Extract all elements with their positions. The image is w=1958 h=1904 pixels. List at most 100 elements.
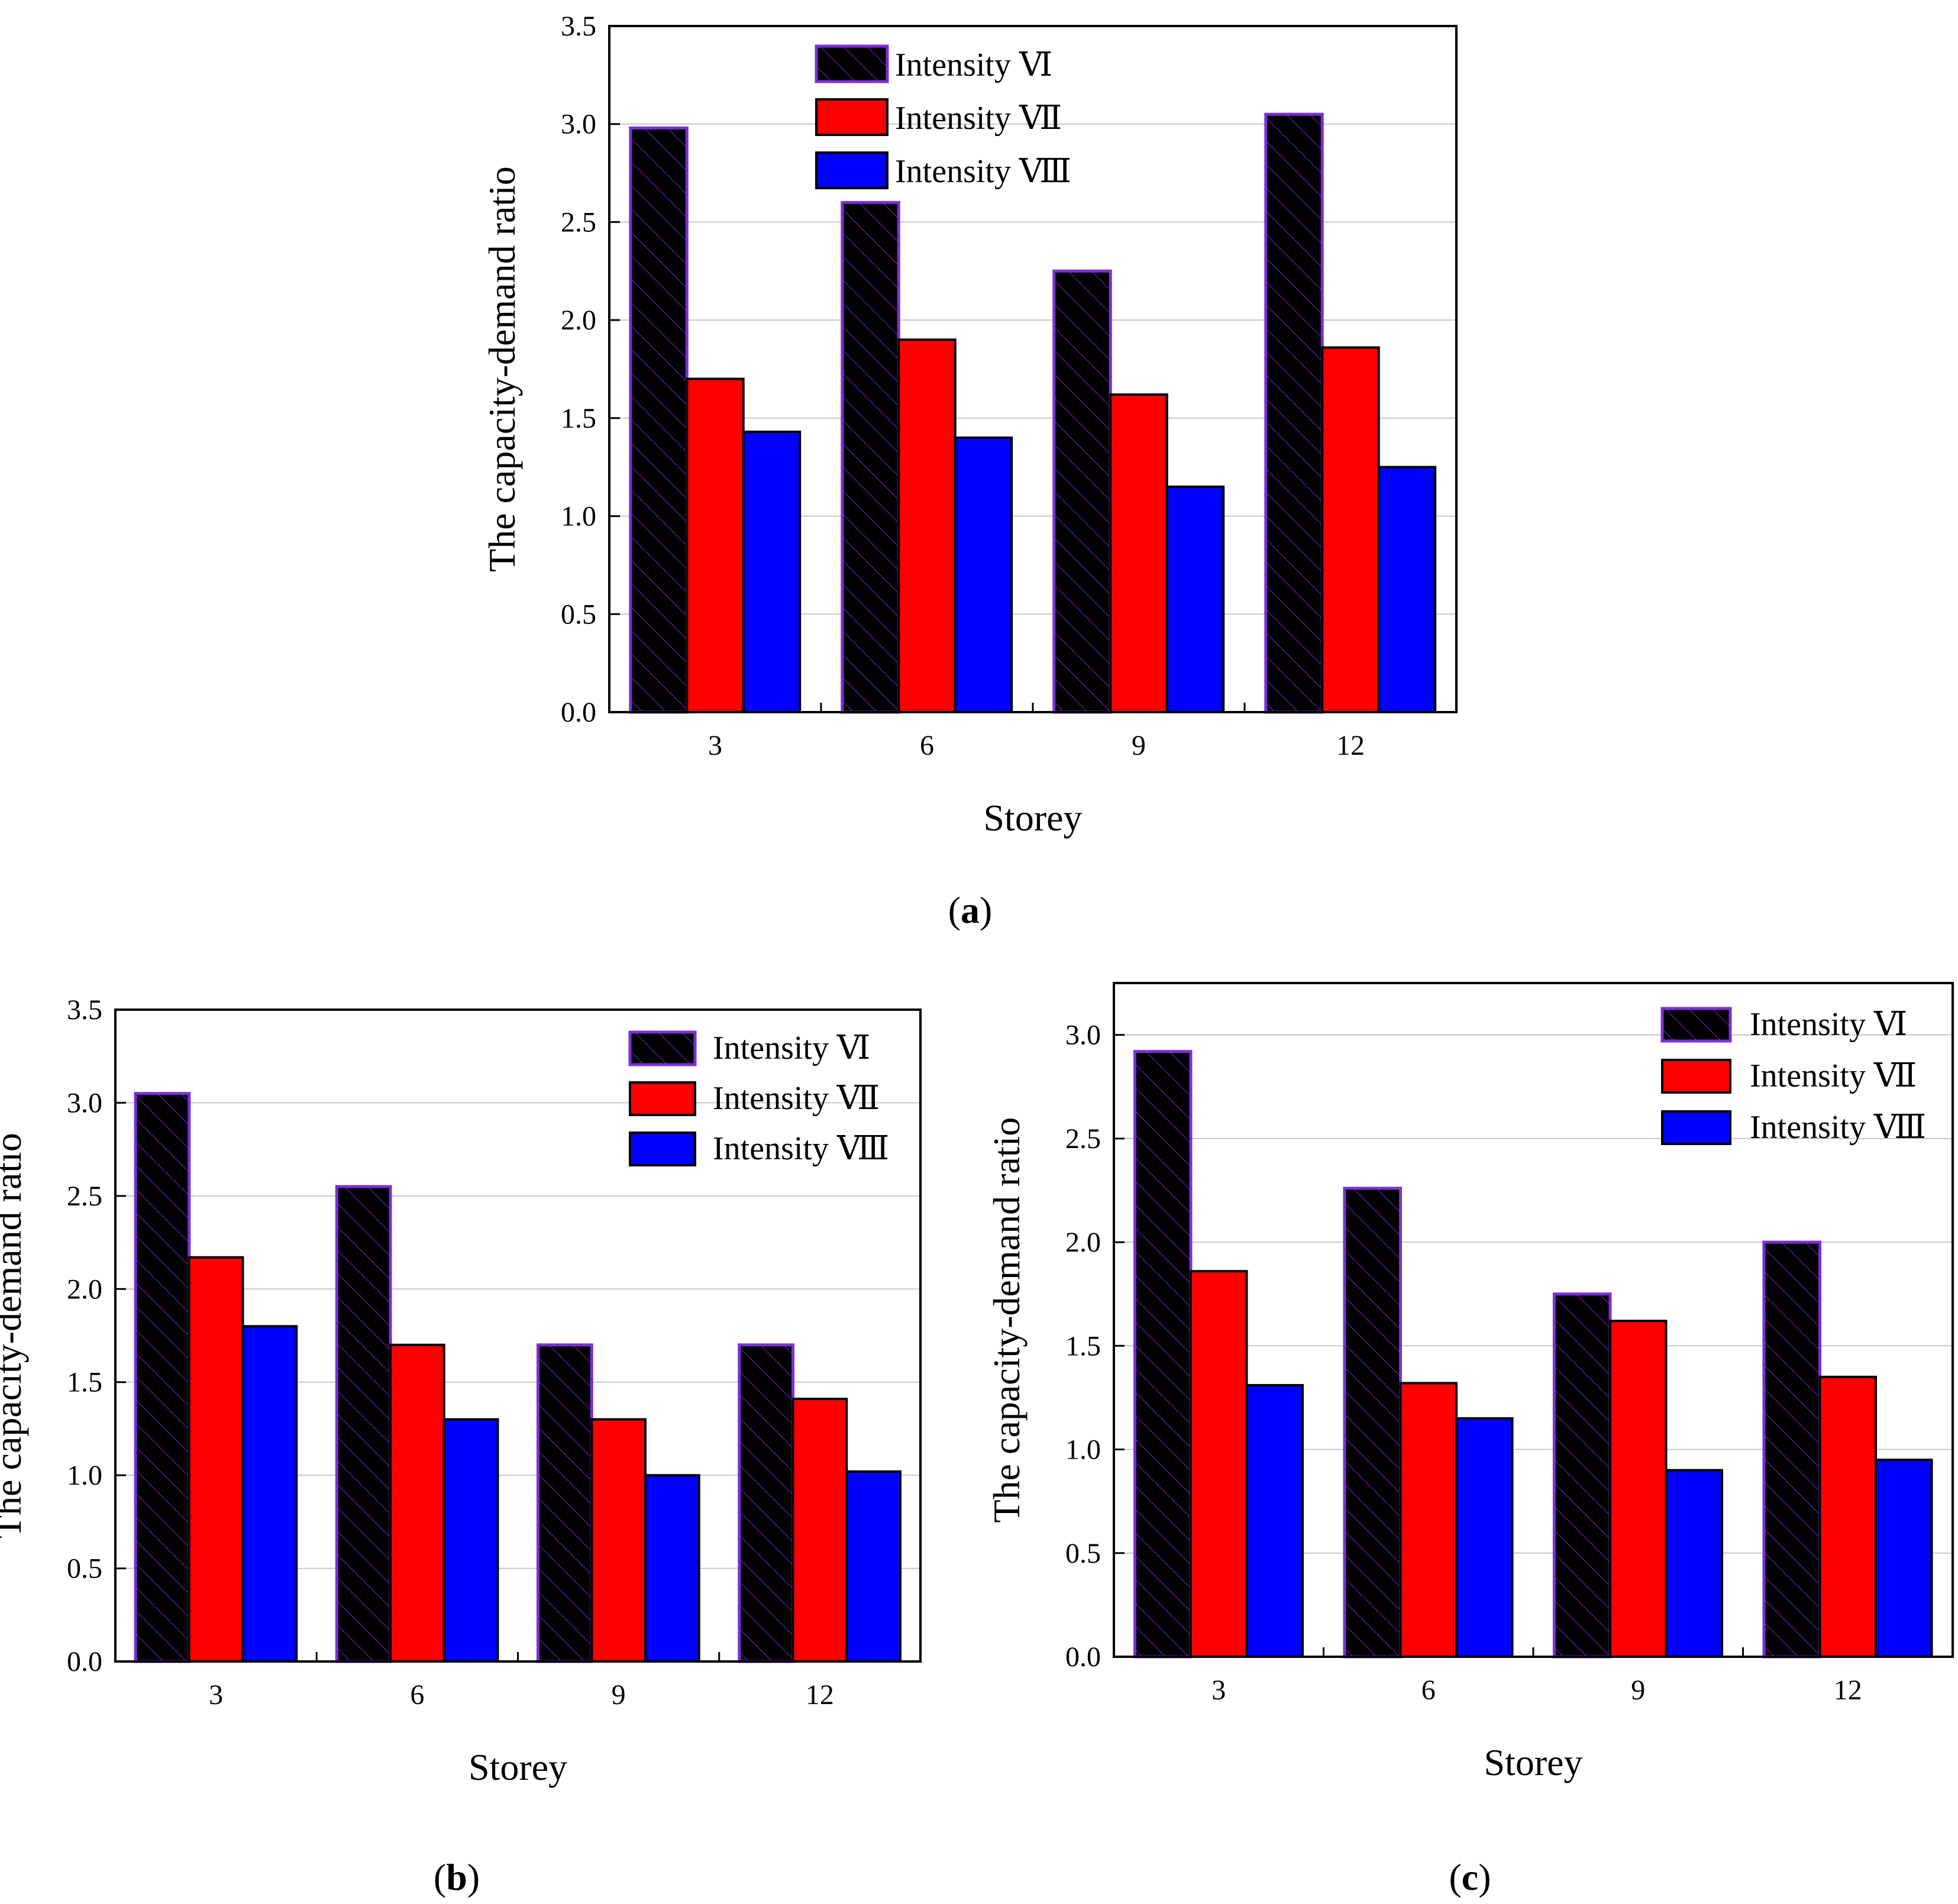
- legend-swatch: [629, 1081, 696, 1116]
- bar-b-series1-cat12: [738, 1343, 795, 1663]
- bar-b-series1-cat9: [537, 1343, 593, 1663]
- x-tick-label: 6: [410, 1679, 424, 1711]
- legend-swatch: [1660, 1007, 1732, 1043]
- x-axis-label: Storey: [983, 797, 1082, 839]
- bar-b-series1-cat3: [134, 1092, 191, 1663]
- y-tick-label: 0.0: [67, 1646, 102, 1677]
- bar-c-series1-cat3: [1133, 1050, 1193, 1659]
- x-tick-label: 9: [1132, 730, 1146, 761]
- bar-c-series3-cat6: [1455, 1417, 1514, 1658]
- legend: Intensity Ⅵ Intensity Ⅶ Intensity Ⅷ: [628, 1030, 889, 1167]
- y-tick-label: 1.5: [67, 1367, 102, 1398]
- panel-label-letter: b: [446, 1856, 467, 1898]
- y-tick-label: 1.5: [561, 403, 596, 434]
- y-tick-label: 3.0: [67, 1087, 102, 1119]
- bar-a-series1-cat3: [629, 126, 689, 714]
- y-tick-label: 0.0: [561, 697, 596, 728]
- y-tick-label: 1.5: [1065, 1330, 1101, 1362]
- legend-swatch: [815, 151, 888, 189]
- bar-a-series1-cat9: [1052, 269, 1112, 714]
- legend-swatch: [815, 44, 889, 83]
- axes-frame: [608, 25, 1458, 713]
- legend: Intensity Ⅵ Intensity Ⅶ Intensity Ⅷ: [815, 44, 1071, 190]
- y-tick-label: 2.0: [67, 1273, 102, 1305]
- panel-label-open: (: [1449, 1856, 1461, 1898]
- chart-panel-b: 0.0 0.5 1.0 1.5 2.0 2.5 3.0 3.5 3 6 9 12 Storey The c…: [0, 994, 922, 1898]
- bar-a-series2-cat12: [1321, 346, 1380, 713]
- charts-root: 0.0 0.5 1.0 1.5 2.0 2.5 3.0 3.5 3 6 9 12 Storey The c…: [0, 11, 1954, 1898]
- panel-label-letter: c: [1462, 1856, 1478, 1898]
- y-axis-label: The capacity-demand ratio: [0, 1133, 29, 1538]
- bar-c-series2-cat12: [1818, 1375, 1878, 1659]
- bar-c-series3-cat12: [1875, 1459, 1933, 1658]
- x-tick-label: 3: [1211, 1675, 1226, 1706]
- panel-label-close: ): [467, 1856, 480, 1898]
- bar-a-series3-cat6: [954, 437, 1013, 713]
- legend-label: Intensity Ⅵ: [1750, 1006, 1907, 1043]
- x-tick-label: 12: [1336, 730, 1365, 761]
- legend-label: Intensity Ⅶ: [713, 1080, 880, 1117]
- y-tick-label: 2.5: [561, 206, 596, 238]
- x-axis-label: Storey: [469, 1746, 567, 1788]
- y-tick-label: 3.5: [561, 11, 596, 42]
- y-axis-label: The capacity-demand ratio: [986, 1117, 1028, 1523]
- axes-frame: [114, 1008, 922, 1663]
- legend-label: Intensity Ⅷ: [1750, 1109, 1926, 1146]
- legend-swatch: [1661, 1110, 1731, 1145]
- y-tick-label: 3.0: [1065, 1020, 1101, 1051]
- y-tick-label: 2.5: [1065, 1123, 1101, 1155]
- bar-b-series2-cat6: [389, 1343, 445, 1663]
- y-tick-label: 1.0: [561, 501, 596, 532]
- y-axis-label: The capacity-demand ratio: [481, 166, 523, 572]
- bar-c-series3-cat3: [1245, 1383, 1304, 1658]
- y-tick-label: 2.0: [561, 305, 596, 336]
- bar-b-series3-cat6: [442, 1418, 499, 1663]
- y-tick-label: 2.0: [1065, 1227, 1101, 1258]
- bar-a-series2-cat3: [686, 377, 745, 713]
- bar-c-series2-cat6: [1399, 1382, 1458, 1659]
- legend-label: Intensity Ⅶ: [1750, 1058, 1917, 1094]
- bar-a-series3-cat9: [1165, 485, 1225, 713]
- y-tick-label: 0.5: [1065, 1538, 1101, 1569]
- bar-c-series3-cat9: [1665, 1469, 1724, 1659]
- y-tick-label: 0.0: [1065, 1641, 1101, 1673]
- bar-a-series1-cat6: [841, 201, 900, 714]
- legend-label: Intensity Ⅷ: [713, 1130, 889, 1167]
- legend-swatch: [1661, 1059, 1731, 1094]
- y-tick-label: 3.0: [561, 109, 596, 140]
- panel-label-open: (: [948, 889, 961, 931]
- bar-b-series2-cat12: [791, 1398, 848, 1663]
- x-tick-label: 9: [1631, 1675, 1645, 1706]
- legend-swatch: [629, 1132, 696, 1166]
- bar-b-series3-cat9: [644, 1474, 700, 1663]
- panel-label-close: ): [1478, 1856, 1491, 1898]
- y-tick-label: 1.0: [1065, 1434, 1101, 1466]
- bar-a-series1-cat12: [1264, 112, 1324, 714]
- panel-label-letter: a: [961, 889, 980, 931]
- x-tick-label: 3: [708, 730, 722, 761]
- y-tick-label: 0.5: [67, 1553, 102, 1585]
- bar-b-series3-cat3: [241, 1325, 298, 1663]
- panel-label-open: (: [434, 1856, 446, 1898]
- x-tick-label: 12: [806, 1679, 834, 1711]
- legend-swatch: [815, 98, 888, 136]
- y-tick-label: 0.5: [561, 599, 596, 630]
- bar-b-series3-cat12: [845, 1470, 902, 1663]
- bar-b-series1-cat6: [335, 1185, 392, 1663]
- axes-frame: [1113, 982, 1954, 1658]
- bar-c-series2-cat3: [1189, 1270, 1248, 1659]
- legend-label: Intensity Ⅵ: [713, 1030, 870, 1066]
- bar-c-series1-cat12: [1762, 1240, 1821, 1659]
- panel-label: (a): [948, 889, 993, 931]
- bar-b-series2-cat9: [590, 1418, 647, 1663]
- chart-panel-a: 0.0 0.5 1.0 1.5 2.0 2.5 3.0 3.5 3 6 9 12 Storey The c…: [481, 11, 1458, 931]
- chart-panel-c: 0.0 0.5 1.0 1.5 2.0 2.5 3.0 3 6 9 12 Storey The capa…: [986, 982, 1954, 1898]
- bar-a-series2-cat9: [1109, 393, 1168, 713]
- y-tick-label: 3.5: [67, 994, 102, 1026]
- x-tick-label: 9: [612, 1679, 626, 1711]
- panel-label: (c): [1449, 1856, 1491, 1898]
- legend: Intensity Ⅵ Intensity Ⅶ Intensity Ⅷ: [1660, 1006, 1926, 1146]
- legend-label: Intensity Ⅵ: [895, 47, 1052, 83]
- panel-label: (b): [434, 1856, 480, 1898]
